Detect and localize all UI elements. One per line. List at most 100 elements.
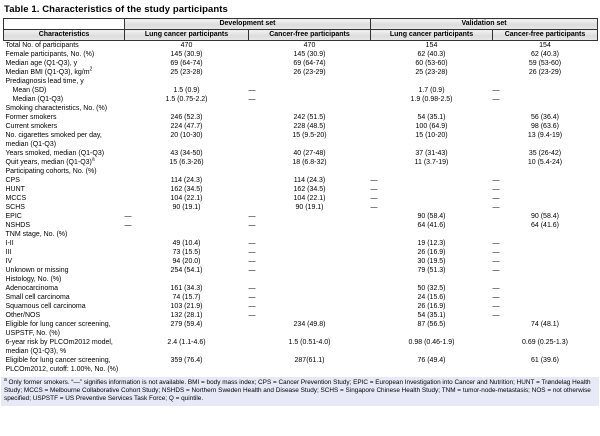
table-row: EPIC — — 90 (58.4) 90 (58.4) [4,212,598,221]
table-row: HUNT 162 (34.5) 162 (34.5) — — [4,185,598,194]
cell-value: — [492,87,500,94]
cell-value [125,167,249,176]
cell-value: — [248,267,256,274]
table-row: Unknown or missing 254 (54.1) — 79 (51.3) — [4,266,598,275]
cell-value: 11 (3.7-19) [414,159,449,166]
cell-value: — [492,267,500,274]
cell-value: 234 (49.8) [293,321,326,328]
cell-value: 76 (49.4) [417,357,446,364]
cell-value: 54 (35.1) [417,114,446,121]
cell-value: 87 (56.5) [417,321,446,328]
cell-value: 13 (9.4-19) [527,132,563,139]
cell-value: 15 (9.5-20) [292,132,327,139]
cell-value: — [248,303,256,310]
row-label: Total No. of participants [5,42,79,49]
cell-value: — [370,177,378,184]
header-blank-cell [3,18,125,30]
cell-value [249,77,371,86]
footnote-text: Only former smokers. “—” signifies infor… [4,379,591,402]
header-group-development: Development set [124,18,371,30]
header-dev-lung-cancer: Lung cancer participants [124,29,249,41]
cell-value: — [370,186,378,193]
cell-value: 145 (30.9) [293,51,326,58]
cell-value: 69 (64-74) [293,60,326,67]
row-label: Median BMI (Q1-Q3), kg/m2 [5,66,93,76]
cell-value: — [124,213,132,220]
cell-value: 90 (58.4) [530,213,560,220]
cell-value: 25 (23-28) [170,69,203,76]
section-row: Prediagnosis lead time, y [4,77,598,86]
cell-value: 228 (48.5) [293,123,326,130]
cell-value: 98 (63.6) [530,123,560,130]
section-row: Participating cohorts, No. (%) [4,167,598,176]
row-label: I-II [5,240,14,247]
row-label: 6-year risk by PLCOm2012 model, median (… [5,339,113,355]
cell-value: 162 (34.5) [170,186,203,193]
row-label: TNM stage, No. (%) [5,231,68,238]
cell-value: 1.9 (0.98-2.5) [410,96,453,103]
cell-value: 1.5 (0.75-2.2) [165,96,208,103]
cell-value: 114 (24.3) [170,177,203,184]
header-val-cancer-free: Cancer-free participants [492,29,598,41]
row-label: Participating cohorts, No. (%) [5,168,97,175]
header-group-row: Development set Validation set [3,18,598,30]
row-label: Adenocarcinoma [5,285,59,292]
cell-value [493,167,598,176]
cell-value: 56 (36.4) [530,114,560,121]
table-row: MCCS 104 (22.1) 104 (22.1) — — [4,194,598,203]
row-label: MCCS [5,195,27,202]
cell-value: 162 (34.5) [293,186,326,193]
cell-value [249,230,371,239]
row-label: Mean (SD) [12,87,47,94]
table-row: Female participants, No. (%) 145 (30.9) 14… [4,50,598,59]
row-label: IV [5,258,13,265]
footnote-marker: a [4,376,7,383]
cell-value: — [370,204,378,211]
cell-value: 15 (6.3-26) [169,159,204,166]
table-row: Current smokers 224 (47.7) 228 (48.5) 100 (… [4,122,598,131]
cell-value: 470 [303,42,316,49]
row-label: Eligible for lung cancer screening, USPS… [5,321,111,337]
cell-value: 103 (21.9) [170,303,203,310]
cell-value: 40 (27-48) [293,150,326,157]
table-row: Mean (SD) 1.5 (0.9) — 1.7 (0.9) — [4,86,598,95]
table-body: Total No. of participants 470 470 154 154 Fem… [4,41,598,375]
cell-value: 287(61.1) [294,357,325,364]
table-row: Median BMI (Q1-Q3), kg/m2 25 (23-28) 26 (2… [4,66,598,77]
cell-value [371,230,493,239]
cell-value: 62 (40.3) [417,51,446,58]
cell-value: 20 (10-30) [170,132,203,139]
cell-value: — [492,96,500,103]
cell-value: — [492,240,500,247]
row-label: Histology, No. (%) [5,276,62,283]
row-label: Former smokers [5,114,57,121]
row-label: Years smoked, median (Q1-Q3) [5,150,105,157]
cell-value: 359 (76.4) [170,357,203,364]
table-row: Eligible for lung cancer screening, PLCO… [4,356,598,374]
cell-value: 279 (59.4) [170,321,203,328]
cell-value: 254 (54.1) [170,267,203,274]
cell-value: — [248,285,256,292]
table-row: NSHDS — — 64 (41.6) 64 (41.6) [4,221,598,230]
table-row: Former smokers 246 (52.3) 242 (51.5) 54 (35… [4,113,598,122]
cell-value: 145 (30.9) [170,51,203,58]
cell-value [371,275,493,284]
row-label: Prediagnosis lead time, y [5,78,84,85]
cell-value: — [492,303,500,310]
cell-value: 26 (23-29) [293,69,326,76]
cell-value: 60 (53-60) [415,60,448,67]
row-label: CPS [5,177,20,184]
cell-value: — [492,258,500,265]
table-row: SCHS 90 (19.1) 90 (19.1) — — [4,203,598,212]
table-row: Small cell carcinoma 74 (15.7) — 24 (15.6) — [4,293,598,302]
row-label: Smoking characteristics, No. (%) [5,105,108,112]
table-row: Median age (Q1-Q3), y 69 (64-74) 69 (64-74… [4,59,598,68]
cell-value: 132 (28.1) [170,312,203,319]
cell-value: 90 (58.4) [417,213,446,220]
cell-value: 24 (15.6) [417,294,446,301]
cell-value: 0.69 (0.25-1.3) [522,339,568,346]
cell-value: 43 (34-50) [170,150,203,157]
cell-value: 25 (23-28) [415,69,448,76]
table-title: Table 1. Characteristics of the study pa… [4,4,228,15]
